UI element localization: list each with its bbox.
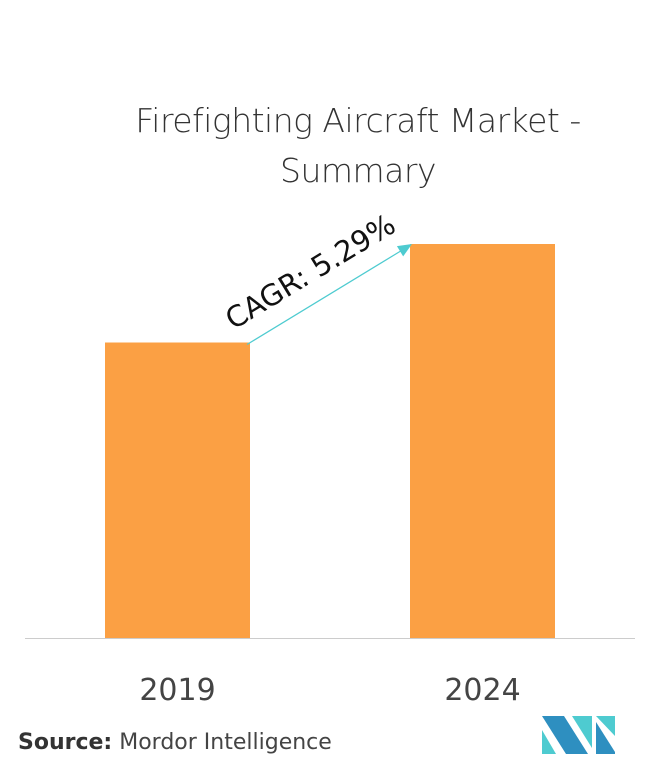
source-label: Source: bbox=[18, 730, 113, 755]
source-value: Mordor Intelligence bbox=[119, 730, 332, 755]
chart-title: Firefighting Aircraft Market - Summary bbox=[135, 101, 581, 190]
bar-2019 bbox=[105, 342, 250, 638]
x-tick-label: 2019 bbox=[139, 673, 215, 708]
source-note: Source: Mordor Intelligence bbox=[18, 730, 332, 755]
bar-2024 bbox=[410, 244, 555, 638]
cagr-label: CAGR: 5.29% bbox=[219, 207, 401, 336]
x-tick-label: 2024 bbox=[444, 673, 520, 708]
mordor-logo bbox=[542, 716, 615, 754]
cagr-arrow-head-icon bbox=[396, 244, 412, 257]
cagr-arrow-line bbox=[246, 248, 405, 346]
